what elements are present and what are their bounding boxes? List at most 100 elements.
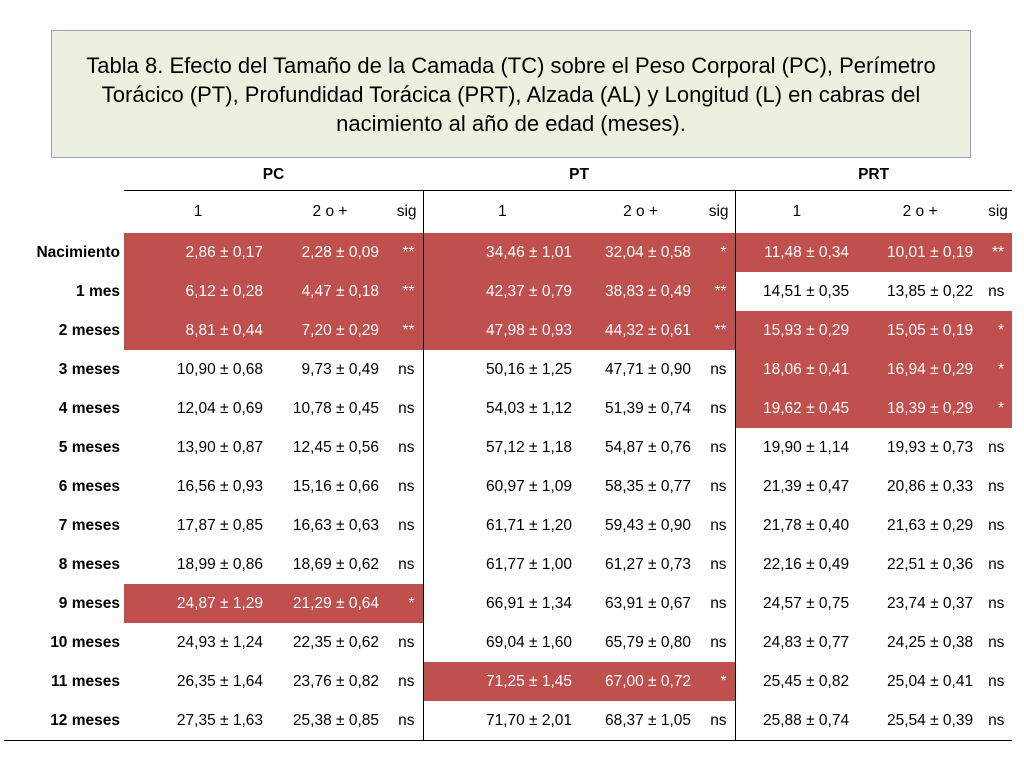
significance-cell: ns [710,633,727,651]
value-cell: 13,85 ± 0,22 [886,282,974,300]
significance-cell: * [982,389,1013,428]
value-cell: 16,56 ± 0,93 [176,477,263,495]
row-label: 1 mes [76,282,120,300]
significance-cell: ns [398,399,415,417]
subheader-prt-sig: sig [988,203,1008,220]
data-table: PC PT PRT 1 2 o + sig 1 2 o + sig 1 2 o + sig Na… [4,160,1013,741]
value-cell: 32,04 ± 0,58 [581,233,701,272]
significance-cell: * [700,233,736,272]
table-row: 12 meses 27,35 ± 1,63 25,38 ± 0,85 ns 71,70 … [4,701,1013,741]
value-cell: 24,57 ± 0,75 [734,584,859,623]
value-cell: 27,35 ± 1,63 [124,701,272,741]
table-row: 9 meses 24,87 ± 1,29 21,29 ± 0,64 * 66,91 ± … [4,584,1012,623]
value-cell: 47,71 ± 0,90 [604,360,692,378]
value-cell: 66,91 ± 1,34 [422,584,582,623]
value-cell: 12,45 ± 0,56 [292,438,379,456]
table-row: 10 meses 24,93 ± 1,24 22,35 ± 0,62 ns 69,04 … [4,623,1012,662]
significance-cell: ns [988,477,1005,495]
significance-cell: * [388,584,424,623]
row-label: 9 meses [58,594,120,612]
value-cell: 34,46 ± 1,01 [422,233,582,272]
value-cell: 71,25 ± 1,45 [422,662,582,701]
value-cell: 18,39 ± 0,29 [858,389,983,428]
table-body: Nacimiento 2,86 ± 0,17 2,28 ± 0,09 ** 34,46 … [4,233,1013,741]
significance-cell: ns [710,516,727,534]
value-cell: 59,43 ± 0,90 [604,516,692,534]
subheader-pc-one: 1 [193,203,203,220]
value-cell: 20,86 ± 0,33 [886,477,974,495]
significance-cell: ns [710,399,727,417]
row-label: 8 meses [58,555,120,573]
value-cell: 71,70 ± 2,01 [422,701,582,741]
significance-cell: ns [982,701,1013,741]
row-label: 3 meses [58,360,120,378]
value-cell: 19,90 ± 1,14 [734,428,859,467]
value-cell: 54,87 ± 0,76 [604,438,692,456]
subheader-pt-two-plus: 2 o + [623,203,658,220]
significance-cell: ** [388,233,424,272]
significance-cell: ** [388,311,424,350]
value-cell: 42,37 ± 0,79 [422,272,582,311]
value-cell: 47,98 ± 0,93 [422,311,582,350]
value-cell: 15,93 ± 0,29 [734,311,859,350]
value-cell: 12,04 ± 0,69 [176,399,263,417]
significance-cell: ns [988,594,1005,612]
title-box: Tabla 8. Efecto del Tamaño de la Camada … [51,30,971,158]
significance-cell: ** [982,233,1013,272]
row-label: 4 meses [58,399,120,417]
group-header-pt: PT [423,160,736,191]
table-row: 8 meses 18,99 ± 0,86 18,69 ± 0,62 ns 61,77 ±… [4,545,1012,584]
table-row: 5 meses 13,90 ± 0,87 12,45 ± 0,56 ns 57,12 ±… [4,428,1012,467]
group-header-pc: PC [124,160,424,191]
significance-cell: ns [398,438,415,456]
significance-cell: ns [988,672,1005,690]
significance-cell: ** [388,272,424,311]
table-row: Nacimiento 2,86 ± 0,17 2,28 ± 0,09 ** 34,46 … [4,233,1013,272]
value-cell: 6,12 ± 0,28 [124,272,272,311]
value-cell: 17,87 ± 0,85 [176,516,263,534]
value-cell: 24,87 ± 1,29 [124,584,272,623]
table-row: 6 meses 16,56 ± 0,93 15,16 ± 0,66 ns 60,97 ±… [4,467,1012,506]
value-cell: 50,16 ± 1,25 [422,350,582,389]
value-cell: 15,05 ± 0,19 [858,311,983,350]
value-cell: 10,90 ± 0,68 [176,360,263,378]
significance-cell: ns [700,701,736,741]
value-cell: 18,69 ± 0,62 [292,555,379,573]
value-cell: 22,35 ± 0,62 [292,633,379,651]
value-cell: 68,37 ± 1,05 [581,701,701,741]
table-title: Tabla 8. Efecto del Tamaño de la Camada … [86,52,936,136]
value-cell: 19,62 ± 0,45 [734,389,859,428]
significance-cell: ns [398,477,415,495]
value-cell: 16,63 ± 0,63 [292,516,379,534]
subheader-prt-two-plus: 2 o + [902,203,938,220]
value-cell: 22,16 ± 0,49 [734,545,859,584]
table-header: PC PT PRT 1 2 o + sig 1 2 o + sig 1 2 o + sig [4,160,1013,233]
value-cell: 25,88 ± 0,74 [734,701,859,741]
value-cell: 15,16 ± 0,66 [292,477,379,495]
value-cell: 44,32 ± 0,61 [581,311,701,350]
table-row: 7 meses 17,87 ± 0,85 16,63 ± 0,63 ns 61,71 ±… [4,506,1012,545]
row-label: 6 meses [58,477,120,495]
significance-cell: ** [700,311,736,350]
value-cell: 61,77 ± 1,00 [422,545,582,584]
value-cell: 24,93 ± 1,24 [176,633,263,651]
row-label: 7 meses [58,516,120,534]
value-cell: 61,71 ± 1,20 [422,506,582,545]
table-row: 1 mes 6,12 ± 0,28 4,47 ± 0,18 ** 42,37 ± 0,7… [4,272,1012,311]
value-cell: 23,76 ± 0,82 [292,672,379,690]
value-cell: 58,35 ± 0,77 [604,477,692,495]
subheader-pc-two-plus: 2 o + [312,203,348,220]
row-label: 10 meses [50,633,120,651]
significance-cell: * [982,311,1013,350]
value-cell: 24,25 ± 0,38 [886,633,974,651]
row-label: 5 meses [58,438,120,456]
significance-cell: ns [710,555,727,573]
table-row: 4 meses 12,04 ± 0,69 10,78 ± 0,45 ns 54,03 ±… [4,389,1013,428]
value-cell: 22,51 ± 0,36 [886,555,974,573]
value-cell: 11,48 ± 0,34 [734,233,859,272]
table-row: 2 meses 8,81 ± 0,44 7,20 ± 0,29 ** 47,98 ± 0… [4,311,1013,350]
value-cell: 51,39 ± 0,74 [604,399,692,417]
significance-cell: ns [988,516,1005,534]
value-cell: 65,79 ± 0,80 [604,633,692,651]
significance-cell: ns [988,438,1005,456]
